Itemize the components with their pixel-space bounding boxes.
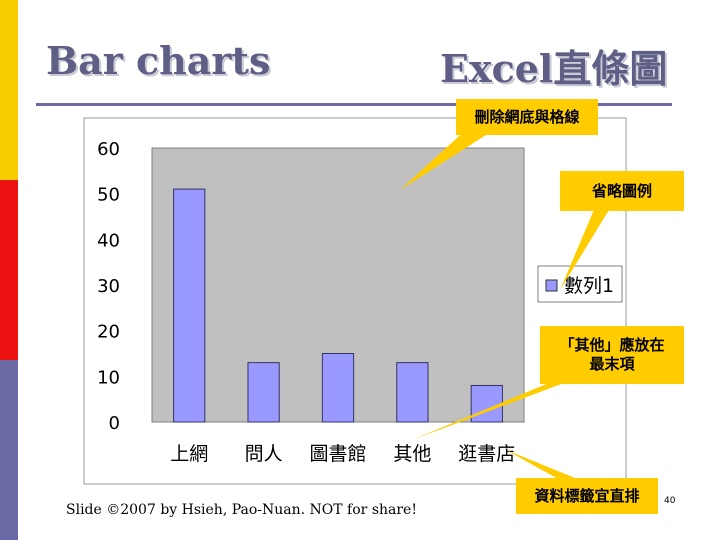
legend-label: 數列1 [564, 275, 614, 297]
y-tick-label: 40 [97, 230, 120, 251]
y-tick-label: 20 [97, 322, 120, 343]
title-divider [36, 103, 672, 106]
callout-other-last: 「其他」應放在 最末項 [540, 326, 684, 384]
slide-title: Bar charts [46, 38, 271, 83]
x-tick-label: 上網 [170, 443, 208, 465]
accent-strip-yellow [0, 0, 18, 180]
callout-pointer [506, 450, 580, 480]
callout-vertical-labels: 資料標籤宜直排 [516, 478, 658, 514]
slide-subtitle: Excel直條圖 [440, 46, 668, 91]
y-tick-label: 60 [97, 139, 120, 160]
x-tick-label: 逛書店 [458, 443, 515, 465]
x-tick-label: 問人 [245, 443, 283, 465]
accent-strip-purple [0, 360, 18, 540]
accent-strip-red [0, 180, 18, 360]
y-tick-label: 30 [97, 276, 120, 297]
footer-copyright: Slide ©2007 by Hsieh, Pao-Nuan. NOT for … [66, 502, 417, 518]
slide-number: 40 [664, 496, 676, 506]
y-tick-label: 50 [97, 185, 120, 206]
y-tick-label: 10 [97, 367, 120, 388]
callout-pointer [400, 126, 500, 190]
x-tick-label: 圖書館 [309, 443, 366, 465]
bar [173, 188, 206, 423]
bar [470, 384, 503, 423]
y-tick-label: 0 [109, 413, 120, 434]
legend-swatch [545, 279, 558, 292]
callout-pointer [560, 205, 612, 290]
bar [247, 362, 280, 423]
bar [321, 353, 355, 423]
bar [396, 362, 429, 423]
callout-remove-gridlines: 刪除網底與格線 [456, 99, 598, 135]
x-tick-label: 其他 [393, 443, 431, 465]
callout-omit-legend: 省略圖例 [560, 171, 684, 211]
callout-pointer [412, 380, 572, 440]
